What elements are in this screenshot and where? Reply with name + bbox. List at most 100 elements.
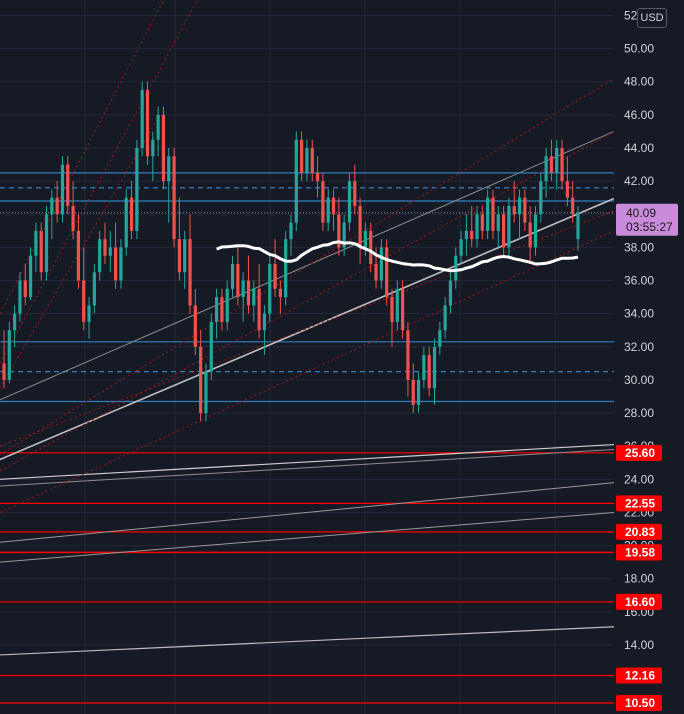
red-level-tag (616, 593, 662, 610)
candle-body (284, 239, 288, 298)
candle-body (385, 247, 389, 298)
current-price-box (616, 203, 678, 236)
candle-body (252, 288, 256, 306)
y-tick-label: 38.00 (624, 240, 654, 254)
candle-body (34, 230, 38, 256)
candle-body (459, 239, 463, 256)
candle-body (549, 156, 554, 173)
candle-body (342, 222, 346, 248)
current-price-value: 40.09 (626, 206, 656, 220)
candle-body (108, 247, 112, 256)
red-level-tag (616, 444, 662, 461)
y-tick-label: 32.00 (624, 340, 654, 354)
candle-body (369, 230, 373, 264)
moving-average (216, 240, 579, 273)
candle-body (13, 313, 17, 331)
y-tick-label: 46.00 (624, 108, 654, 122)
candle-body (300, 139, 304, 173)
candle-body (44, 214, 49, 273)
candle-body (480, 214, 484, 231)
red-level-tag (616, 544, 662, 561)
candle-body (533, 214, 538, 248)
candle-body (464, 230, 468, 240)
candle-body (555, 148, 559, 173)
red-level-tag-label: 10.50 (625, 696, 655, 710)
candle-body (87, 305, 91, 322)
trend-line (0, 197, 615, 461)
candle-body (395, 288, 399, 322)
candle-body (401, 288, 405, 331)
red-level-lines (0, 452, 614, 704)
candle-body (528, 222, 532, 248)
candle-body (390, 297, 394, 322)
candle-body (60, 164, 65, 215)
candle-body (422, 355, 426, 380)
candle-body (241, 280, 245, 298)
currency-button[interactable]: USD (637, 8, 667, 28)
candle-body (167, 156, 171, 182)
trend-line (0, 130, 615, 472)
candle-body (507, 205, 511, 248)
candle-body (114, 247, 118, 281)
candle-body (565, 181, 569, 198)
candle-body (278, 288, 282, 298)
candle-body (18, 280, 22, 314)
candle-body (571, 197, 575, 215)
candle-body (236, 263, 240, 298)
candle-body (486, 197, 490, 231)
candle-body (432, 346, 437, 389)
candle-body (220, 297, 224, 322)
red-level-tag-label: 16.60 (625, 595, 655, 609)
trend-line (0, 626, 615, 656)
candle-body (289, 222, 293, 240)
candle-body (501, 214, 506, 248)
candle-body (193, 305, 197, 347)
candle-body (331, 197, 336, 215)
candle-body (268, 263, 272, 314)
candle-body (443, 305, 447, 331)
candle-body (363, 230, 368, 248)
candle-body (427, 355, 431, 389)
candle-body (321, 181, 325, 223)
red-level-tag-label: 19.58 (625, 546, 655, 560)
red-level-tag-label: 22.55 (625, 496, 655, 510)
candle-body (124, 197, 128, 248)
candle-body (28, 255, 33, 298)
trend-line (0, 130, 615, 401)
candle-body (119, 247, 123, 281)
candle-body (374, 263, 378, 281)
candle-body (199, 346, 203, 414)
red-level-tag (616, 523, 662, 540)
candle-body (103, 239, 107, 256)
y-tick-label: 14.00 (624, 638, 654, 652)
candle-body (475, 214, 479, 240)
red-level-tag (616, 495, 662, 512)
candle-body (379, 247, 383, 281)
candle-body (204, 371, 208, 414)
candle-body (326, 197, 330, 223)
candle-body (358, 205, 362, 248)
candle-body (517, 197, 522, 215)
candle-body (156, 114, 160, 140)
candle-body (411, 379, 415, 405)
y-tick-label: 18.00 (624, 572, 654, 586)
candle-body (315, 172, 320, 182)
candle-body (576, 212, 580, 240)
candle-body (161, 114, 166, 182)
candle-body (98, 239, 102, 273)
candle-body (246, 280, 251, 306)
candle-body (7, 330, 11, 380)
candle-body (55, 197, 59, 215)
candle-body (454, 255, 458, 281)
candle-body (353, 181, 357, 206)
candle-body (2, 363, 6, 380)
candles (2, 81, 580, 422)
trend-line (0, 449, 615, 487)
candle-body (470, 230, 474, 240)
y-tick-label: 30.00 (624, 373, 654, 387)
y-tick-label: 34.00 (624, 307, 654, 321)
candle-body (82, 280, 86, 322)
